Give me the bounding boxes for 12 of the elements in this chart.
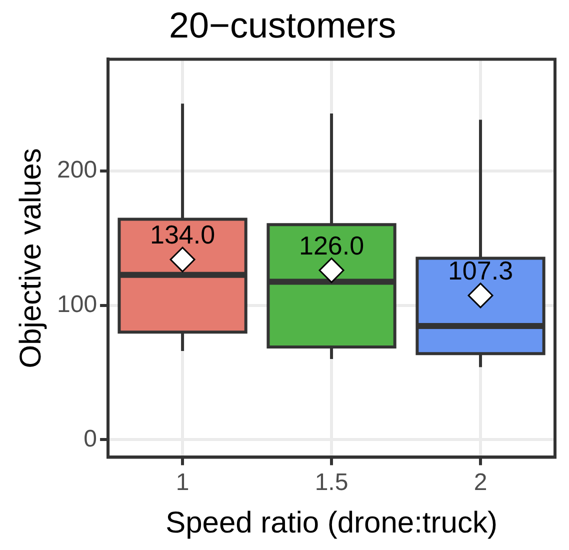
text: 107.3 [448, 256, 514, 286]
text: 126.0 [298, 230, 364, 260]
x-tick-label: 1 [176, 469, 190, 496]
x-axis-title: Speed ratio (drone:truck) [166, 506, 498, 540]
y-tick-label: 100 [56, 290, 98, 318]
chart-title: 20−customers [168, 4, 396, 46]
y-axis-title: Objective values [14, 148, 48, 368]
y-tick-label: 200 [56, 156, 98, 184]
x-tick-label: 2 [474, 469, 488, 496]
text: 134.0 [150, 220, 216, 250]
y-tick-label: 0 [84, 425, 98, 452]
x-tick-label: 1.5 [314, 469, 348, 496]
